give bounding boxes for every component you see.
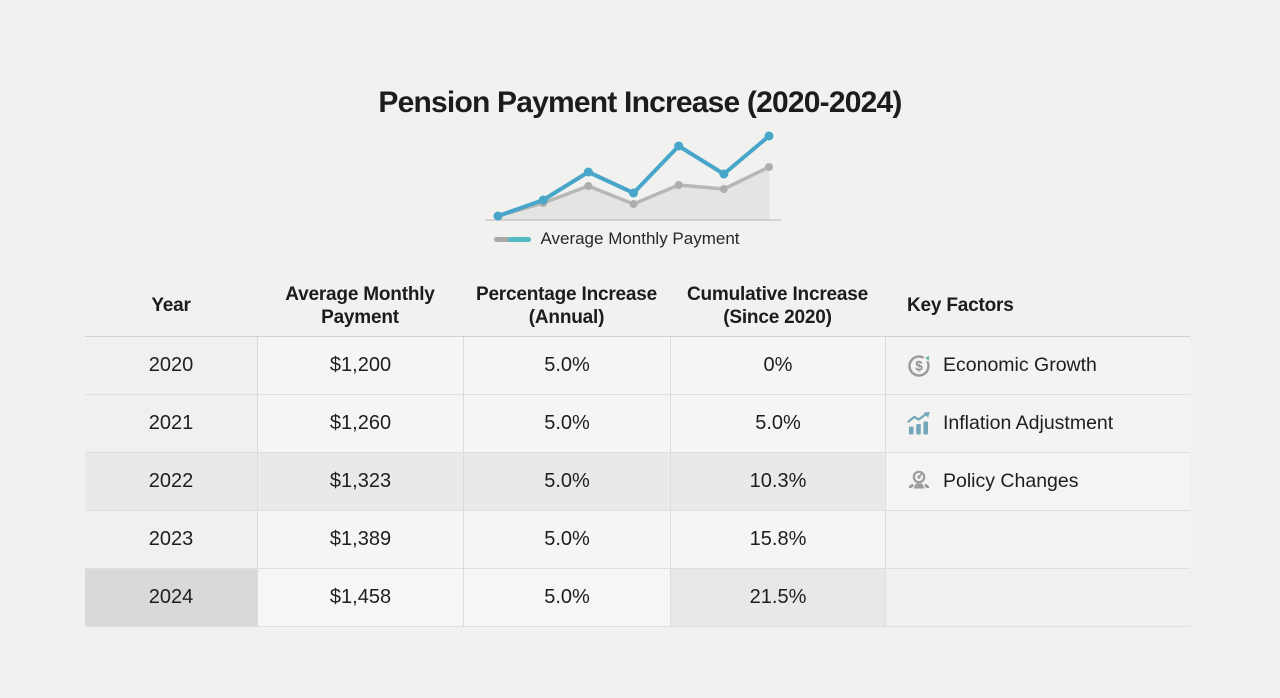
payment-cell: $1,323: [257, 453, 463, 511]
annual-increase-cell: 5.0%: [463, 453, 670, 511]
column-header-year: Year: [85, 277, 257, 337]
year-cell: 2023: [85, 511, 257, 569]
chart-legend: Average Monthly Payment: [0, 229, 1257, 249]
key-factor-label: Economic Growth: [943, 354, 1097, 376]
year-cell: 2022: [85, 453, 257, 511]
legend-line-swatch-icon: [494, 236, 532, 242]
cumulative-increase-cell: 0%: [670, 337, 885, 395]
cumulative-increase-cell: 5.0%: [670, 395, 885, 453]
cumulative-increase-cell: 10.3%: [670, 453, 885, 511]
annual-increase-cell: 5.0%: [463, 337, 670, 395]
key-factor-label: Inflation Adjustment: [943, 412, 1114, 434]
year-cell: 2020: [85, 337, 257, 395]
payment-cell: $1,200: [257, 337, 463, 395]
legend-teal-segment-icon: [508, 236, 532, 242]
key-factor-cell: $ Economic Growth: [885, 337, 1190, 395]
cumulative-increase-cell: 21.5%: [670, 569, 885, 627]
key-factor-cell: Policy Changes: [885, 453, 1190, 511]
key-factor-cell: [885, 569, 1190, 627]
key-factor-cell: Inflation Adjustment: [885, 395, 1190, 453]
pension-table: Year Average Monthly Payment Percentage …: [85, 277, 1190, 627]
key-factor-cell: [885, 511, 1190, 569]
column-header-payment: Average Monthly Payment: [257, 277, 463, 337]
economic-growth-dollar-circle-icon: $: [906, 353, 932, 379]
year-cell: 2021: [85, 395, 257, 453]
annual-increase-cell: 5.0%: [463, 395, 670, 453]
inflation-bar-chart-arrow-icon: [906, 411, 932, 437]
svg-text:$: $: [915, 358, 923, 373]
column-header-annual-increase: Percentage Increase (Annual): [463, 277, 670, 337]
column-header-key-factors: Key Factors: [885, 277, 1190, 337]
payment-cell: $1,389: [257, 511, 463, 569]
year-cell: 2024: [85, 569, 257, 627]
legend-label: Average Monthly Payment: [540, 229, 740, 248]
column-header-cumulative-increase: Cumulative Increase (Since 2020): [670, 277, 885, 337]
payment-cell: $1,458: [257, 569, 463, 627]
annual-increase-cell: 5.0%: [463, 569, 670, 627]
pension-trend-chart: [477, 126, 789, 226]
legend-gray-segment-icon: [494, 236, 514, 242]
annual-increase-cell: 5.0%: [463, 511, 670, 569]
policy-podium-speaker-icon: [906, 469, 932, 495]
page-title: Pension Payment Increase (2020-2024): [378, 86, 902, 119]
cumulative-increase-cell: 15.8%: [670, 511, 885, 569]
line-chart-svg: [485, 131, 781, 221]
key-factor-label: Policy Changes: [943, 470, 1079, 492]
payment-cell: $1,260: [257, 395, 463, 453]
